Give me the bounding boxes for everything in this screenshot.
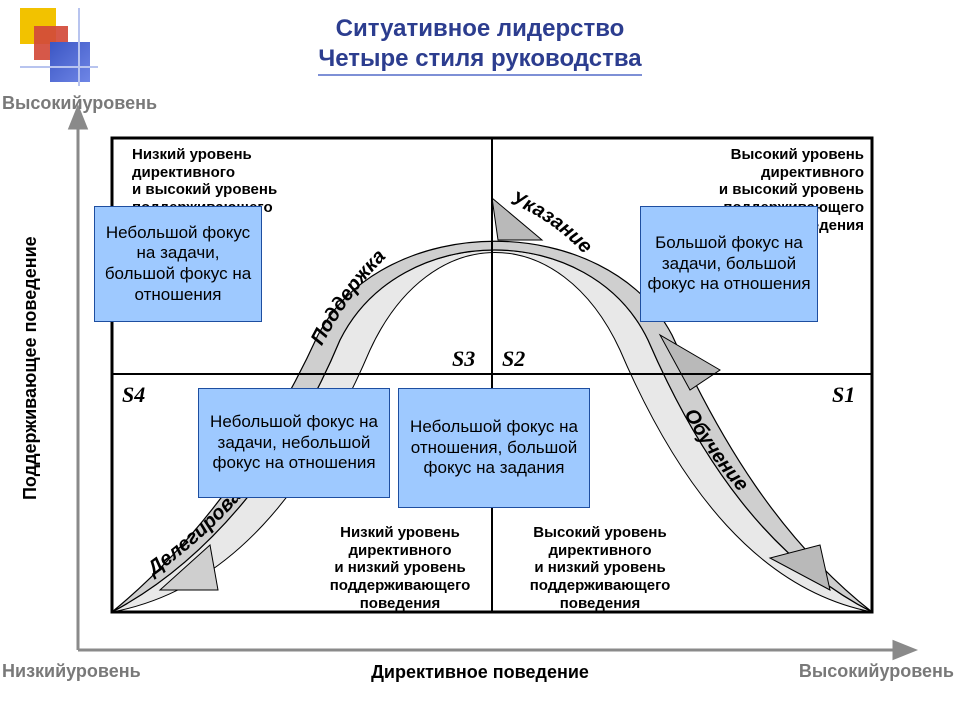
corner-high-y: Высокийуровень [2,94,157,114]
page-title: Ситуативное лидерство Четыре стиля руков… [0,14,960,74]
code-s3: S3 [452,346,475,372]
quadrant-title-bottom-left: Низкий уровеньдирективногои низкий урове… [310,524,490,612]
diagram-stage: Делегирование Поддержка Указание Обучени… [0,90,960,720]
callout-bottom-right: Небольшой фокус на отношения, большой фо… [398,388,590,508]
corner-low-origin: Низкийуровень [2,662,141,682]
code-s2: S2 [502,346,525,372]
code-s1: S1 [832,382,855,408]
corner-high-x: Высокийуровень [799,662,954,682]
callout-top-right: Большой фокус на задачи, большой фокус н… [640,206,818,322]
callout-top-left: Небольшой фокус на задачи, большой фокус… [94,206,262,322]
quadrant-title-bottom-right: Высокий уровеньдирективногои низкий уров… [500,524,700,612]
title-line2: Четыре стиля руководства [318,45,641,76]
code-s4: S4 [122,382,145,408]
callout-bottom-left: Небольшой фокус на задачи, небольшой фок… [198,388,390,498]
title-line1: Ситуативное лидерство [336,15,625,42]
y-axis-label: Поддерживающее поведение [20,236,41,500]
